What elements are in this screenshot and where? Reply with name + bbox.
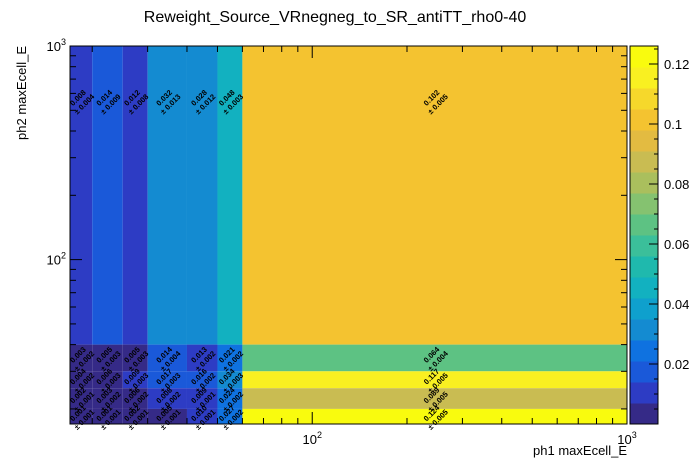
palette-tick-label: 0.02: [664, 357, 689, 372]
heatmap-cell: [122, 408, 148, 424]
heatmap-cell: [242, 371, 627, 389]
heatmap-cell: [147, 344, 187, 372]
heatmap-cell: [92, 371, 123, 389]
palette-swatch: [630, 151, 658, 173]
heatmap-cell: [217, 371, 243, 389]
x-axis-label: ph1 maxEcell_E: [533, 443, 627, 458]
heatmap-cell: [147, 46, 187, 345]
palette-tick-label: 0.08: [664, 177, 689, 192]
x-tick-label: 102: [302, 430, 321, 447]
heatmap-cell: [70, 408, 93, 424]
heatmap-cell: [122, 388, 148, 409]
heatmap-cell: [217, 388, 243, 409]
palette-tick-label: 0.1: [664, 117, 682, 132]
heatmap-cell: [147, 371, 187, 389]
palette-swatch: [630, 235, 658, 257]
heatmap-cell: [186, 388, 218, 409]
heatmap-cell: [242, 46, 627, 345]
palette-swatch: [630, 382, 658, 404]
heatmap-cell: [70, 371, 93, 389]
palette-tick-label: 0.04: [664, 297, 689, 312]
palette-swatch: [630, 214, 658, 236]
heatmap-cell: [186, 371, 218, 389]
color-palette: 0.02 0.04 0.06 0.08 0.1 0.12: [629, 45, 689, 425]
heatmap-cell: [92, 46, 123, 345]
x-tick-label: 103: [617, 430, 636, 447]
palette-swatch: [630, 403, 658, 425]
heatmap-cell: [242, 408, 627, 424]
palette-swatch: [630, 172, 658, 194]
heatmap-cell: [147, 388, 187, 409]
heatmap-cell: [92, 344, 123, 372]
heatmap-cell: [122, 344, 148, 372]
heatmap-cell: [186, 344, 218, 372]
y-tick-label: 102: [47, 251, 66, 268]
y-axis-label: ph2 maxEcell_E: [14, 46, 29, 140]
heatmap-cell: [92, 408, 123, 424]
heatmap-cell: [217, 344, 243, 372]
palette-swatch: [630, 256, 658, 278]
palette-swatch: [630, 67, 658, 89]
palette-frame: [629, 45, 659, 425]
heatmap-cell: [186, 46, 218, 345]
heatmap-cell: [186, 408, 218, 424]
y-tick-label: 103: [47, 37, 66, 54]
heatmap-cell: [92, 388, 123, 409]
palette-swatch: [630, 361, 658, 383]
heatmap-cell: [70, 46, 93, 345]
palette-swatch: [630, 277, 658, 299]
heatmap-cell: [70, 344, 93, 372]
heatmap-cell: [122, 371, 148, 389]
heatmap-cell: [147, 408, 187, 424]
chart-title: Reweight_Source_VRnegneg_to_SR_antiTT_rh…: [144, 9, 527, 26]
palette-swatch: [630, 319, 658, 341]
heatmap-cell: [122, 46, 148, 345]
palette-tick-label: 0.06: [664, 237, 689, 252]
palette-swatch: [630, 193, 658, 215]
axis-ticks: 102 103 102 103: [47, 37, 637, 447]
heatmap-cell: [217, 408, 243, 424]
palette-tick-label: 0.12: [664, 57, 689, 72]
heatmap-cell: [242, 388, 627, 409]
palette-swatch: [630, 340, 658, 362]
heatmap-cells: [70, 46, 627, 424]
heatmap-cell: [242, 344, 627, 372]
heatmap-cell: [217, 46, 243, 345]
heatmap-cell: [70, 388, 93, 409]
palette-swatch: [630, 109, 658, 131]
palette-swatch: [630, 46, 658, 68]
palette-swatch: [630, 298, 658, 320]
palette-swatch: [630, 130, 658, 152]
palette-swatch: [630, 88, 658, 110]
plot-frame: [69, 45, 628, 425]
